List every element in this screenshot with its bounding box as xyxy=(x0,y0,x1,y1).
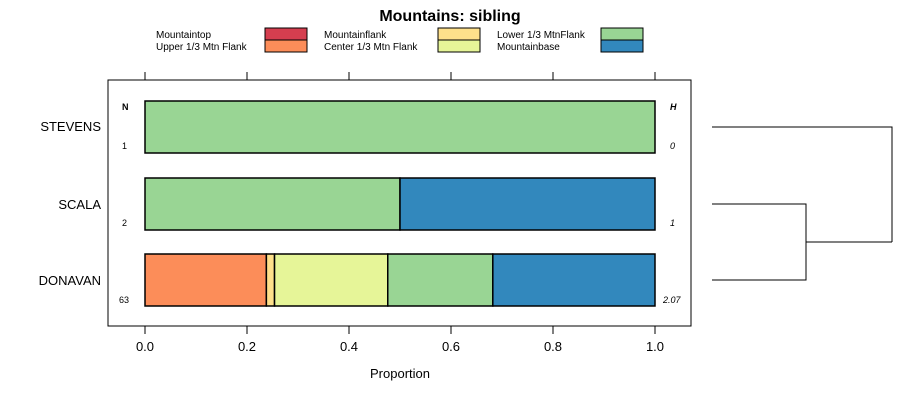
dendrogram-branch-scala xyxy=(712,203,807,242)
bottom-axis: 0.0 0.2 0.4 0.6 0.8 1.0 xyxy=(136,326,664,354)
legend-swatch-upper-flank xyxy=(264,39,308,53)
row-label-donavan: DONAVAN xyxy=(39,273,101,288)
x-tick-label: 0.2 xyxy=(238,339,256,354)
bar-segment-donavan-5 xyxy=(492,253,656,307)
x-axis-title: Proportion xyxy=(370,366,430,381)
x-tick-label: 0.6 xyxy=(442,339,460,354)
plot-frame xyxy=(107,79,692,327)
row-label-stevens: STEVENS xyxy=(40,119,101,134)
x-tick-label: 1.0 xyxy=(646,339,664,354)
x-tick-label: 0.4 xyxy=(340,339,358,354)
dendrogram-branch-stevens xyxy=(712,126,893,242)
bar-segment-scala-4 xyxy=(144,177,401,231)
legend-label-upper-flank: Upper 1/3 Mtn Flank xyxy=(156,42,248,53)
bar-segment-donavan-1 xyxy=(144,253,268,307)
x-tick-label: 0.8 xyxy=(544,339,562,354)
top-axis-ticks xyxy=(144,72,656,80)
x-tick-label: 0.0 xyxy=(136,339,154,354)
bar-segment-donavan-4 xyxy=(387,253,494,307)
dendrogram xyxy=(712,126,893,281)
h-value-donavan: 2.07 xyxy=(662,295,682,305)
legend-swatch-lower-flank xyxy=(600,27,644,41)
legend-label-mountaintop: Mountaintop xyxy=(156,30,211,41)
legend-label-mountainbase: Mountainbase xyxy=(497,42,560,53)
legend-swatch-center-flank xyxy=(437,39,481,53)
row-label-scala: SCALA xyxy=(58,197,101,212)
bar-segment-donavan-3 xyxy=(273,253,389,307)
h-header: H xyxy=(670,102,677,112)
h-value-stevens: 0 xyxy=(670,141,675,151)
n-value-scala: 2 xyxy=(122,218,127,228)
h-value-scala: 1 xyxy=(670,218,675,228)
legend-swatch-mountainflank xyxy=(437,27,481,41)
bars xyxy=(144,100,656,307)
bar-segment-stevens-4 xyxy=(144,100,656,154)
legend-label-lower-flank: Lower 1/3 MtnFlank xyxy=(497,30,586,41)
legend: Mountaintop Upper 1/3 Mtn Flank Mountain… xyxy=(156,27,644,53)
legend-swatch-mountaintop xyxy=(264,27,308,41)
chart-title: Mountains: sibling xyxy=(379,8,520,25)
legend-label-mountainflank: Mountainflank xyxy=(324,30,387,41)
legend-swatch-mountainbase xyxy=(600,39,644,53)
bar-segment-scala-5 xyxy=(399,177,656,231)
n-header: N xyxy=(122,102,129,112)
n-value-stevens: 1 xyxy=(122,141,127,151)
bar-segment-donavan-2 xyxy=(265,253,276,307)
n-value-donavan: 63 xyxy=(119,295,129,305)
legend-label-center-flank: Center 1/3 Mtn Flank xyxy=(324,42,418,53)
dendrogram-branch-donavan xyxy=(712,242,807,281)
